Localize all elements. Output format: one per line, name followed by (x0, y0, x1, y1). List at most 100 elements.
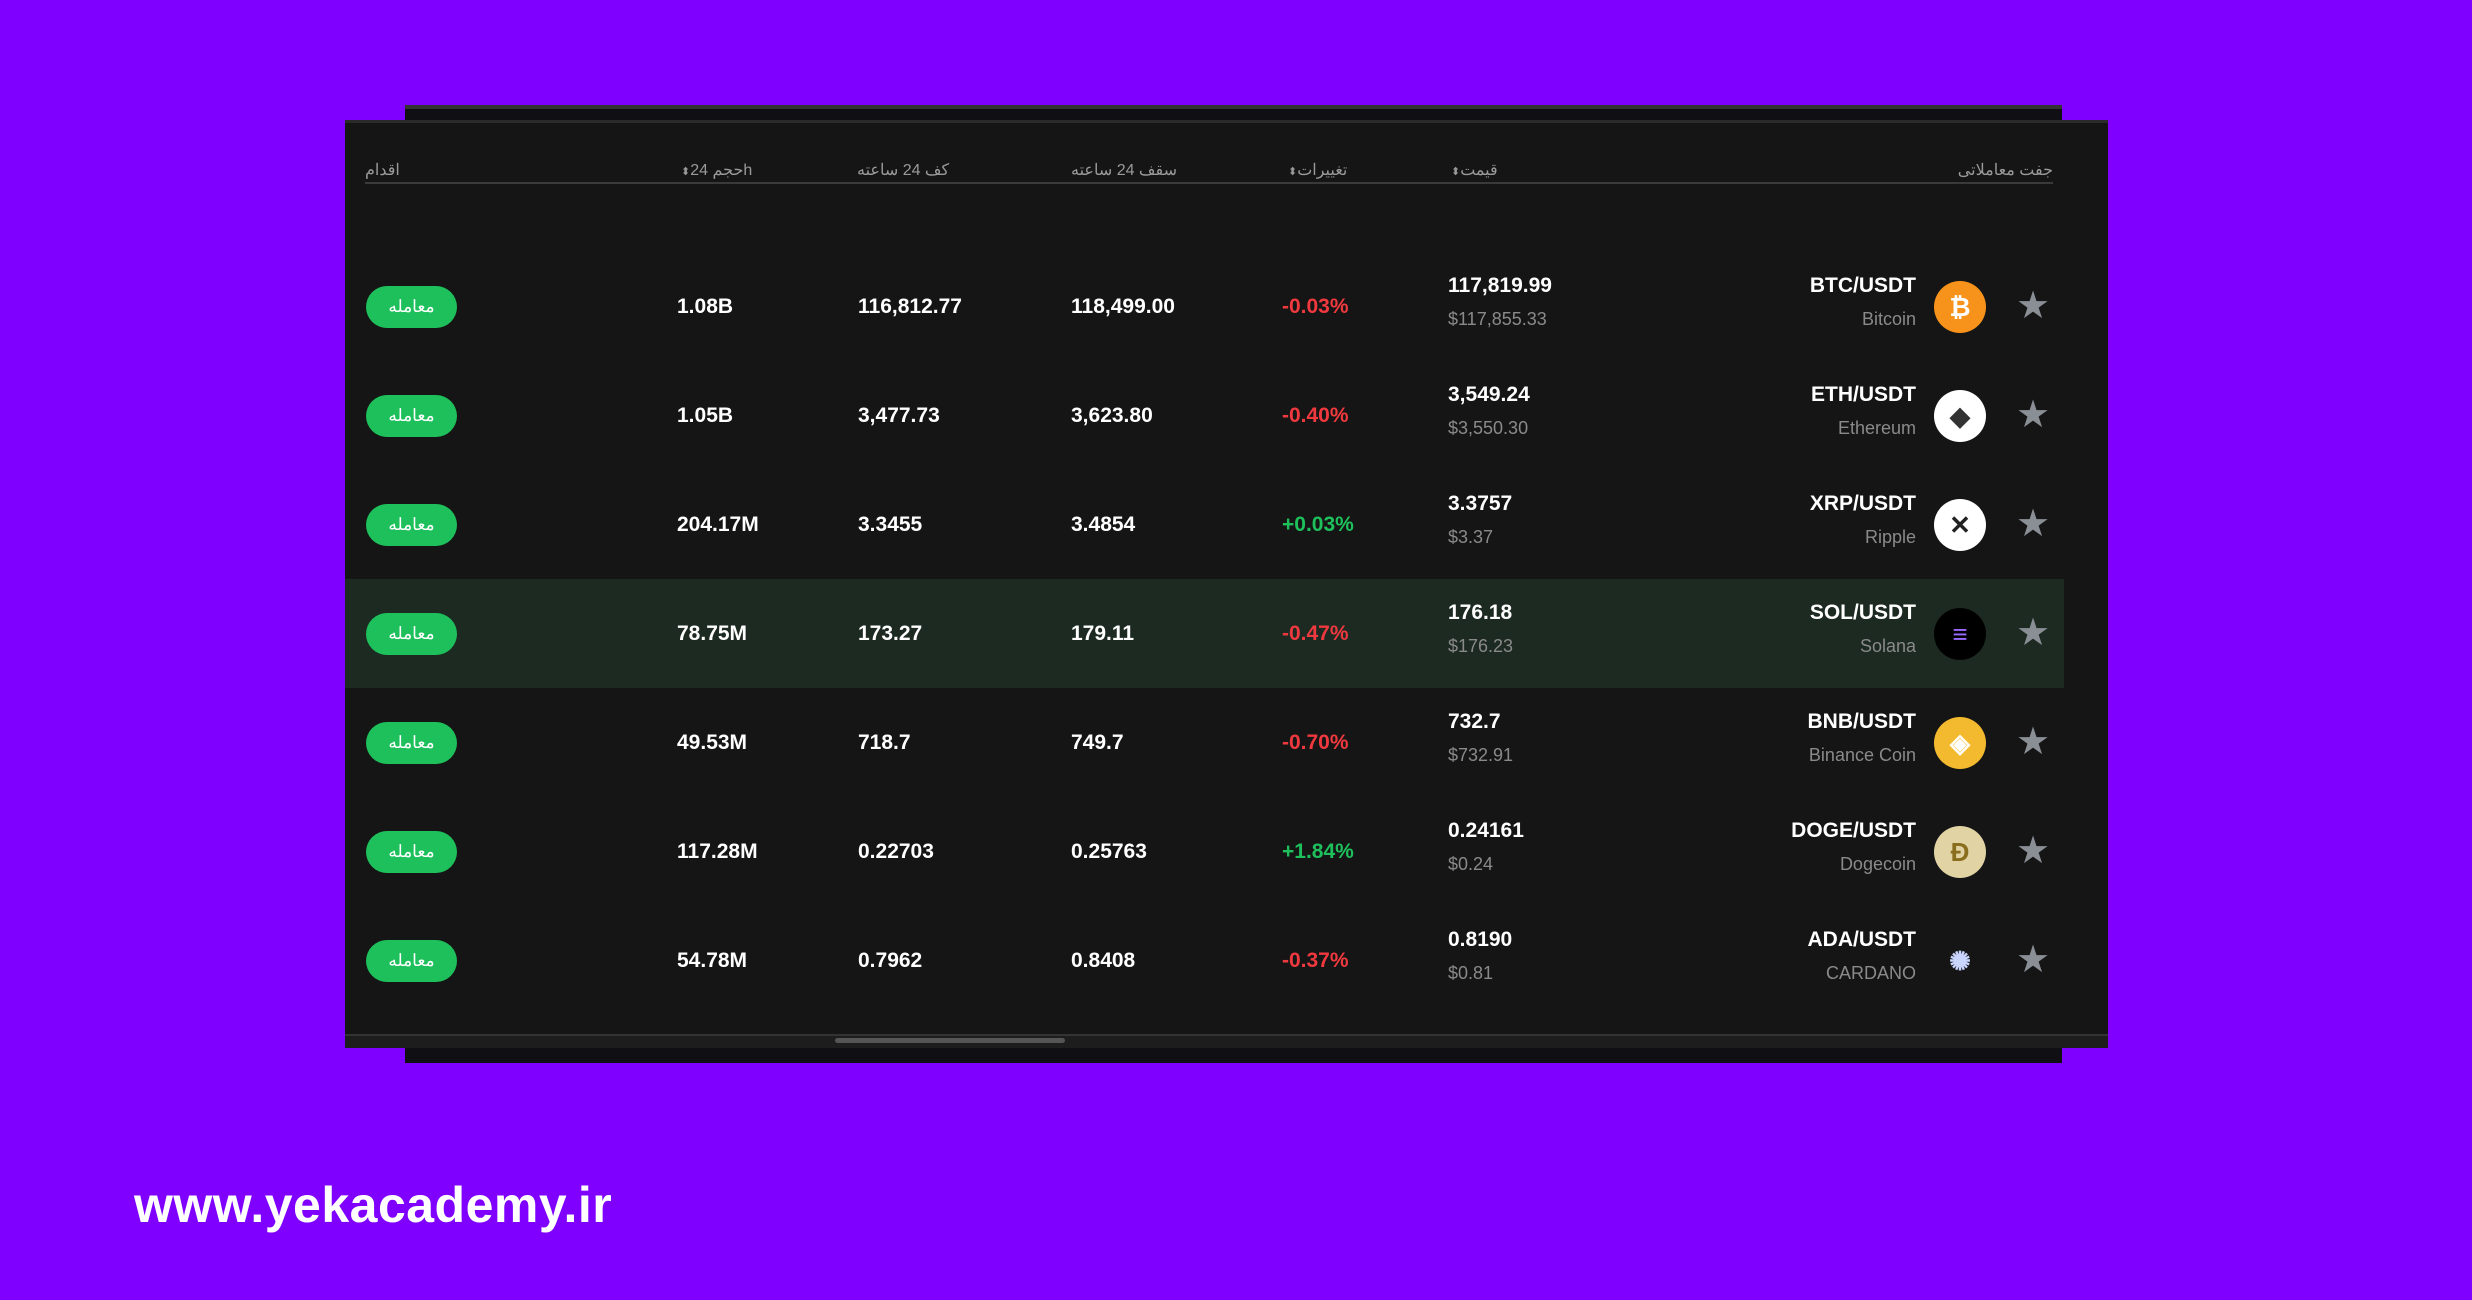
trade-button[interactable]: معامله (366, 831, 457, 873)
coin-name: Ethereum (1837, 418, 1916, 438)
header-actions: اقدام (365, 162, 400, 179)
favorite-star-icon[interactable]: ★ (2016, 394, 2051, 436)
favorite-star-icon[interactable]: ★ (2016, 721, 2051, 763)
header-price[interactable]: ⬍قیمت (1448, 140, 1498, 203)
change-cell: -0.70% (1282, 731, 1349, 754)
volume-cell: 49.53M (677, 731, 748, 754)
high-cell: 118,499.00 (1071, 295, 1175, 318)
high-cell: 0.25763 (1071, 840, 1147, 863)
change-cell: -0.47% (1282, 622, 1349, 645)
pair-symbol[interactable]: ADA/USDT (1807, 928, 1917, 951)
favorite-star-icon[interactable]: ★ (2016, 939, 2051, 981)
usd-price: $3.37 (1448, 527, 1494, 547)
change-cell: -0.03% (1282, 295, 1349, 318)
table-row[interactable]: معامله 1.05B 3,477.73 3,623.80 -0.40% 3,… (345, 361, 2064, 470)
trade-button[interactable]: معامله (366, 504, 457, 546)
table-row[interactable]: معامله 204.17M 3.3455 3.4854 +0.03% 3.37… (345, 470, 2064, 579)
price-cell: 3.3757 (1448, 492, 1513, 515)
price-cell: 176.18 (1448, 601, 1513, 624)
trade-button[interactable]: معامله (366, 286, 457, 328)
low-cell: 0.22703 (858, 840, 934, 863)
coin-name: Solana (1859, 636, 1916, 656)
table-header: اقدام ⬍حجم 24h کف 24 ساعته سقف 24 ساعته … (345, 120, 2108, 303)
coin-name: Bitcoin (1861, 309, 1916, 329)
change-cell: +1.84% (1282, 840, 1354, 863)
volume-cell: 1.05B (677, 404, 734, 427)
website-watermark: www.yekacademy.ir (134, 1177, 613, 1233)
price-cell: 732.7 (1448, 710, 1501, 733)
binance-icon: ◈ (1934, 717, 1986, 769)
volume-cell: 78.75M (677, 622, 748, 645)
favorite-star-icon[interactable]: ★ (2016, 830, 2051, 872)
table-row[interactable]: معامله 49.53M 718.7 749.7 -0.70% 732.7 $… (345, 688, 2064, 797)
cardano-icon: ✺ (1934, 935, 1986, 987)
ethereum-icon: ◆ (1934, 390, 1986, 442)
low-cell: 116,812.77 (858, 295, 962, 318)
pair-symbol[interactable]: DOGE/USDT (1791, 819, 1916, 842)
table-row[interactable]: معامله 78.75M 173.27 179.11 -0.47% 176.1… (345, 579, 2064, 688)
solana-icon: ≡ (1934, 608, 1986, 660)
favorite-star-icon[interactable]: ★ (2016, 503, 2051, 545)
high-cell: 749.7 (1071, 731, 1124, 754)
coin-name: Dogecoin (1839, 854, 1916, 874)
table-row[interactable]: معامله 1.08B 116,812.77 118,499.00 -0.03… (345, 252, 2064, 361)
table-row[interactable]: معامله 54.78M 0.7962 0.8408 -0.37% 0.819… (345, 906, 2064, 1015)
trade-button[interactable]: معامله (366, 940, 457, 982)
change-cell: -0.37% (1282, 949, 1349, 972)
header-change-label: تغییرات (1297, 162, 1348, 179)
high-cell: 179.11 (1071, 622, 1135, 645)
price-cell: 3,549.24 (1448, 383, 1530, 406)
favorite-star-icon[interactable]: ★ (2016, 612, 2051, 654)
high-cell: 3.4854 (1071, 513, 1136, 536)
change-cell: +0.03% (1282, 513, 1354, 536)
ripple-icon: ✕ (1934, 499, 1986, 551)
horizontal-scrollbar[interactable] (345, 1034, 2108, 1048)
divider (365, 182, 2053, 184)
pair-symbol[interactable]: XRP/USDT (1809, 492, 1916, 515)
header-price-label: قیمت (1460, 162, 1498, 179)
trade-button[interactable]: معامله (366, 395, 457, 437)
header-volume[interactable]: ⬍حجم 24h (678, 140, 752, 203)
bitcoin-icon: ₿ (1934, 281, 1986, 333)
price-cell: 117,819.99 (1448, 274, 1552, 297)
header-change[interactable]: ⬍تغییرات (1285, 140, 1347, 203)
divider (345, 120, 2108, 123)
pair-symbol[interactable]: SOL/USDT (1809, 601, 1916, 624)
usd-price: $0.24 (1448, 854, 1494, 874)
high-cell: 0.8408 (1071, 949, 1136, 972)
scrollbar-thumb[interactable] (835, 1038, 1065, 1043)
low-cell: 3,477.73 (858, 404, 940, 427)
low-cell: 0.7962 (858, 949, 923, 972)
price-cell: 0.24161 (1448, 819, 1524, 842)
volume-cell: 1.08B (677, 295, 734, 318)
low-cell: 173.27 (858, 622, 923, 645)
usd-price: $117,855.33 (1448, 309, 1547, 329)
pair-symbol[interactable]: BTC/USDT (1809, 274, 1916, 297)
sort-icon: ⬍ (1451, 166, 1461, 178)
header-high: سقف 24 ساعته (1071, 162, 1177, 179)
header-volume-label: حجم 24h (690, 162, 753, 179)
low-cell: 718.7 (858, 731, 911, 754)
coin-name: CARDANO (1825, 963, 1916, 983)
coin-name: Ripple (1864, 527, 1916, 547)
usd-price: $3,550.30 (1448, 418, 1529, 438)
pair-symbol[interactable]: BNB/USDT (1807, 710, 1917, 733)
high-cell: 3,623.80 (1071, 404, 1153, 427)
trade-button[interactable]: معامله (366, 613, 457, 655)
pair-symbol[interactable]: ETH/USDT (1811, 383, 1916, 406)
header-low: کف 24 ساعته (857, 162, 950, 179)
usd-price: $732.91 (1448, 745, 1514, 765)
usd-price: $0.81 (1448, 963, 1494, 983)
trade-button[interactable]: معامله (366, 722, 457, 764)
usd-price: $176.23 (1448, 636, 1514, 656)
low-cell: 3.3455 (858, 513, 923, 536)
favorite-star-icon[interactable]: ★ (2016, 285, 2051, 327)
table-row[interactable]: معامله 117.28M 0.22703 0.25763 +1.84% 0.… (345, 797, 2064, 906)
change-cell: -0.40% (1282, 404, 1349, 427)
volume-cell: 54.78M (677, 949, 748, 972)
header-pair: جفت معاملاتی (1957, 162, 2053, 179)
volume-cell: 204.17M (677, 513, 759, 536)
price-cell: 0.8190 (1448, 928, 1513, 951)
market-table: اقدام ⬍حجم 24h کف 24 ساعته سقف 24 ساعته … (345, 120, 2108, 1048)
sort-icon: ⬍ (1288, 166, 1298, 178)
